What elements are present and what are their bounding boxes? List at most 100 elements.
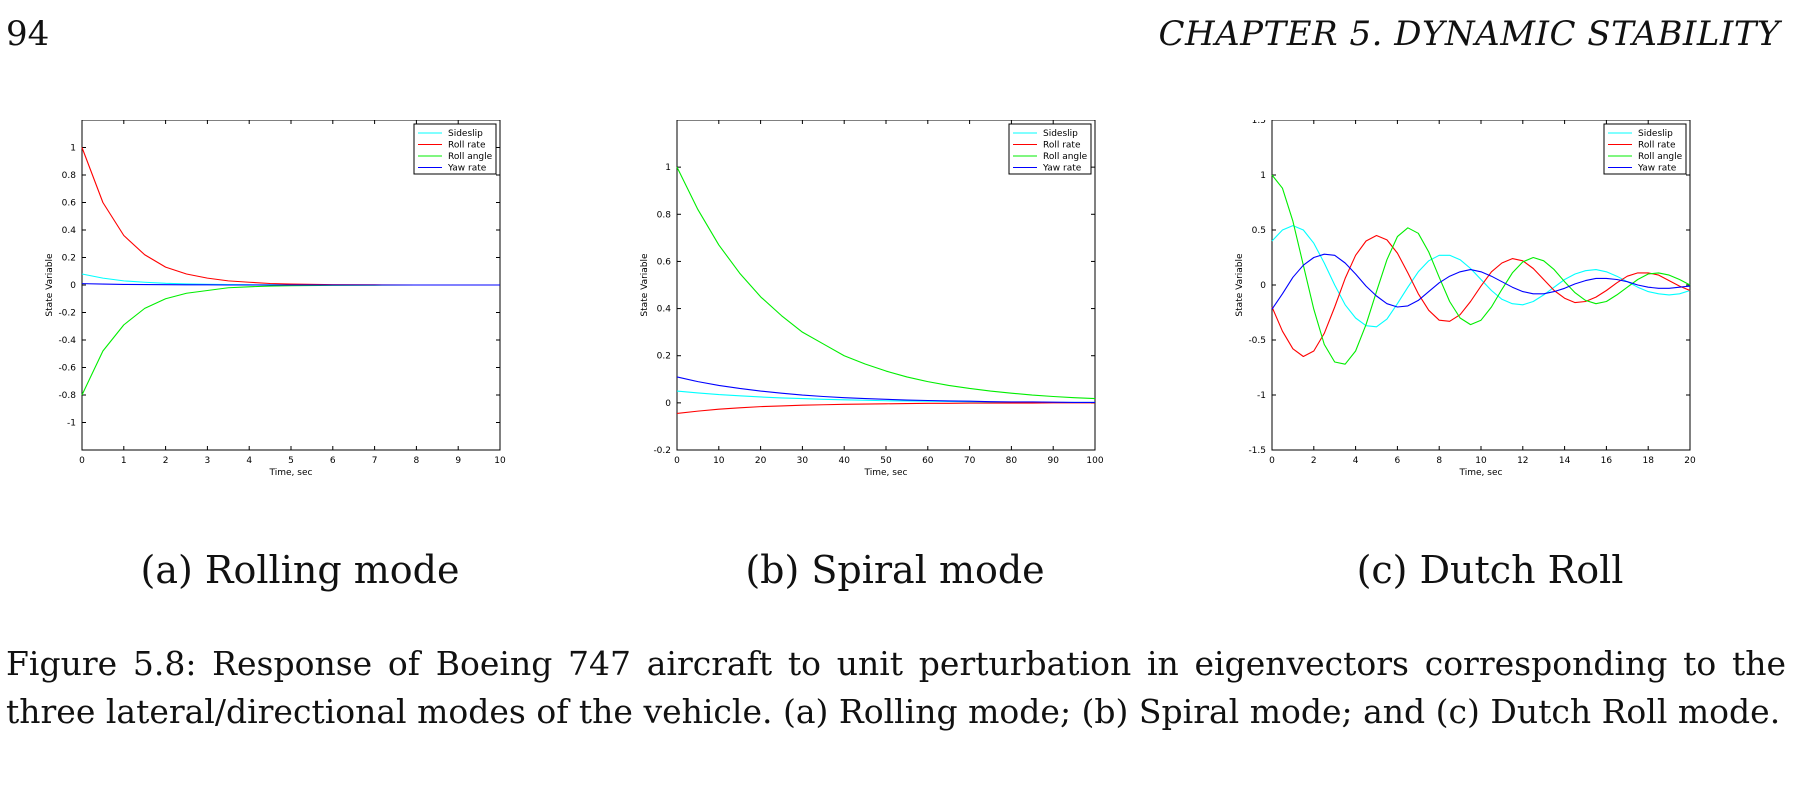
y-tick-label: -0.6 (58, 364, 76, 374)
legend-label-yaw-rate: Yaw rate (1637, 164, 1677, 174)
x-tick-label: 4 (1353, 456, 1359, 466)
x-tick-label: 2 (163, 456, 169, 466)
x-tick-label: 8 (414, 456, 420, 466)
x-tick-label: 90 (1047, 456, 1059, 466)
x-tick-label: 20 (755, 456, 767, 466)
x-tick-label: 100 (1086, 456, 1103, 466)
y-tick-label: -0.2 (653, 446, 671, 456)
legend-label-yaw-rate: Yaw rate (447, 164, 487, 174)
legend-label-roll-angle: Roll angle (448, 152, 493, 162)
x-axis-label: Time, sec (269, 468, 313, 478)
y-axis-label: State Variable (1235, 253, 1245, 317)
y-tick-label: -1 (67, 419, 76, 429)
y-axis-label: State Variable (640, 253, 650, 317)
x-tick-label: 0 (674, 456, 680, 466)
x-tick-label: 1 (121, 456, 127, 466)
legend-label-roll-rate: Roll rate (1043, 141, 1081, 151)
x-tick-label: 70 (964, 456, 976, 466)
legend-box (1603, 123, 1687, 175)
y-tick-label: 0 (70, 281, 76, 291)
y-tick-label: -0.2 (58, 309, 76, 319)
x-tick-label: 7 (372, 456, 378, 466)
chart-dutch-roll: 0 2 4 6 8 10 12 14 16 18 20 -1.5 -1 -0.5 0 0.5 1 1.5 Time,… (1235, 120, 1696, 478)
x-tick-label: 0 (79, 456, 85, 466)
series-line-yaw-rate (1271, 253, 1691, 310)
x-tick-label: 6 (1395, 456, 1401, 466)
legend-label-roll-rate: Roll rate (448, 141, 486, 151)
panel-dutch-roll: 0 2 4 6 8 10 12 14 16 18 20 -1.5 -1 -0.5 0 0.5 1 1.5 Time,… (1210, 120, 1770, 610)
y-tick-label: -1 (1257, 391, 1266, 401)
x-tick-label: 30 (797, 456, 809, 466)
y-tick-label: 0.6 (62, 199, 77, 209)
chart-rolling-mode: 0 1 2 3 4 5 6 7 8 9 10 -1 -0.8 -0.6 -0.4 -0.2 0 0.2 0.4 0.6… (45, 120, 506, 478)
series-line-sideslip (1271, 225, 1691, 328)
y-tick-label: 1.5 (1252, 120, 1266, 126)
y-tick-label: 0.6 (657, 257, 672, 267)
x-tick-label: 10 (1475, 456, 1487, 466)
x-tick-label: 12 (1517, 456, 1528, 466)
x-tick-label: 9 (455, 456, 461, 466)
running-head: CHAPTER 5. DYNAMIC STABILITY (1158, 14, 1780, 54)
series-line-roll-angle (676, 166, 1096, 400)
y-tick-label: 0.2 (657, 352, 671, 362)
y-tick-label: 0.8 (657, 210, 672, 220)
y-tick-label: -0.8 (58, 391, 76, 401)
x-tick-label: 6 (330, 456, 336, 466)
legend-label-roll-rate: Roll rate (1638, 141, 1676, 151)
x-tick-label: 0 (1269, 456, 1275, 466)
x-axis-label: Time, sec (1459, 468, 1503, 478)
series-line-roll-angle (1271, 174, 1691, 365)
series-line-sideslip (81, 273, 500, 286)
legend-label-yaw-rate: Yaw rate (1042, 164, 1082, 174)
y-tick-label: -1.5 (1248, 446, 1266, 456)
series-line-roll-rate (1271, 234, 1691, 358)
x-tick-label: 10 (713, 456, 725, 466)
legend-label-sideslip: Sideslip (1043, 129, 1078, 139)
series-line-yaw-rate (676, 376, 1095, 403)
y-tick-label: -0.5 (1248, 336, 1266, 346)
x-tick-label: 5 (288, 456, 294, 466)
panel-spiral-mode: 0 10 20 30 40 50 60 70 80 90 100 -0.2 0 0.2 0.4 0.6 0.8 1… (615, 120, 1175, 610)
x-tick-label: 50 (880, 456, 892, 466)
x-tick-label: 40 (838, 456, 850, 466)
chart-spiral-mode: 0 10 20 30 40 50 60 70 80 90 100-0.200.20.40.60.81… (640, 120, 1104, 478)
series-line-yaw-rate (81, 283, 500, 286)
y-tick-label: 0 (1260, 281, 1266, 291)
series-line-roll-angle (81, 284, 500, 396)
x-tick-label: 60 (922, 456, 934, 466)
y-tick-label: 0.2 (62, 254, 76, 264)
subcaption-rolling-mode: (a) Rolling mode (140, 548, 460, 592)
x-tick-label: 10 (494, 456, 506, 466)
x-axis-label: Time, sec (864, 468, 908, 478)
subcaption-spiral-mode: (b) Spiral mode (745, 548, 1045, 592)
x-tick-label: 3 (205, 456, 211, 466)
series-line-sideslip (676, 390, 1095, 403)
legend-label-roll-angle: Roll angle (1638, 152, 1683, 162)
x-tick-label: 20 (1684, 456, 1696, 466)
y-tick-label: 0.5 (1252, 226, 1266, 236)
y-tick-label: 0.4 (657, 305, 672, 315)
y-tick-label: 0.8 (62, 171, 77, 181)
y-tick-label: 0.4 (62, 226, 77, 236)
x-tick-label: 18 (1642, 456, 1654, 466)
x-tick-label: 2 (1311, 456, 1317, 466)
page-number: 94 (6, 14, 50, 54)
figure-row: 0 1 2 3 4 5 6 7 8 9 10 -1 -0.8 -0.6 -0.4 -0.2 0 0.2 0.4 0.6… (0, 120, 1800, 610)
y-tick-label: -0.4 (58, 336, 76, 346)
y-tick-label: 1 (70, 144, 76, 154)
y-tick-label: 1 (1260, 171, 1266, 181)
x-tick-label: 8 (1436, 456, 1442, 466)
legend-label-sideslip: Sideslip (1638, 129, 1673, 139)
legend-box (413, 123, 497, 175)
legend-label-sideslip: Sideslip (448, 129, 483, 139)
legend-label-roll-angle: Roll angle (1043, 152, 1088, 162)
x-tick-label: 4 (246, 456, 252, 466)
legend-box (1008, 123, 1092, 175)
panel-rolling-mode: 0 1 2 3 4 5 6 7 8 9 10 -1 -0.8 -0.6 -0.4 -0.2 0 0.2 0.4 0.6… (20, 120, 580, 610)
x-tick-label: 16 (1601, 456, 1613, 466)
series-line-roll-rate (676, 402, 1095, 415)
y-axis-label: State Variable (45, 253, 55, 317)
y-tick-label: 0 (665, 399, 671, 409)
figure-caption: Figure 5.8: Response of Boeing 747 aircr… (6, 644, 1786, 731)
x-tick-label: 14 (1559, 456, 1571, 466)
